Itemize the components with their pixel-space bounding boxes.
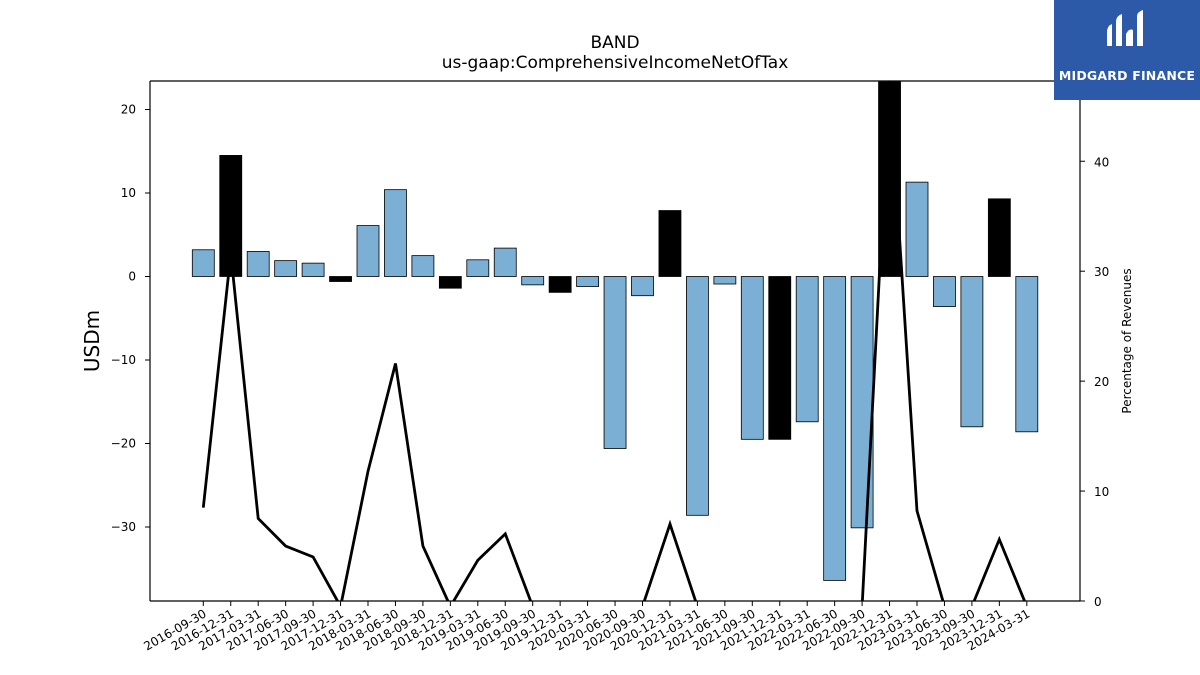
bar-2022-09-30 bbox=[850, 276, 874, 529]
y-tick-label-left: −30 bbox=[111, 520, 136, 534]
bar-2017-06-30 bbox=[274, 260, 298, 277]
bar-2021-12-31 bbox=[768, 276, 792, 440]
chart-subtitle: us-gaap:ComprehensiveIncomeNetOfTax bbox=[442, 53, 789, 73]
bar-2019-09-30 bbox=[521, 276, 545, 286]
y-axis-label-right: Percentage of Revenues bbox=[1120, 268, 1134, 413]
bar-2019-12-31 bbox=[548, 276, 572, 293]
logo-text: MIDGARD FINANCE bbox=[1058, 68, 1196, 83]
bar-2018-03-31 bbox=[356, 225, 380, 277]
bar-2016-12-31 bbox=[219, 155, 243, 277]
bar-2017-12-31 bbox=[329, 276, 352, 282]
y-tick-label-right: 20 bbox=[1094, 375, 1109, 389]
y-tick-label-right: 30 bbox=[1094, 265, 1109, 279]
bar-2023-09-30 bbox=[960, 276, 984, 428]
y-tick-label-left: −10 bbox=[111, 353, 136, 367]
bar-2018-06-30 bbox=[384, 189, 407, 277]
bar-2022-06-30 bbox=[823, 276, 847, 581]
bar-2017-09-30 bbox=[301, 262, 325, 277]
bar-2018-12-31 bbox=[438, 276, 462, 289]
bar-2016-09-30 bbox=[191, 249, 215, 277]
bar-2019-06-30 bbox=[493, 247, 517, 277]
bar-2020-09-30 bbox=[631, 276, 654, 297]
bars-group bbox=[191, 81, 1039, 581]
bar-2020-03-31 bbox=[576, 276, 599, 287]
bar-2017-03-31 bbox=[246, 251, 270, 277]
bar-2023-06-30 bbox=[933, 276, 956, 307]
bar-2020-12-31 bbox=[658, 210, 682, 277]
bar-2018-09-30 bbox=[411, 255, 435, 277]
y-tick-label-left: 0 bbox=[128, 270, 136, 284]
bar-2023-03-31 bbox=[905, 181, 929, 277]
bar-2022-03-31 bbox=[795, 276, 819, 423]
y-tick-label-right: 0 bbox=[1094, 595, 1102, 609]
bar-2019-03-31 bbox=[466, 259, 490, 277]
y-tick-label-right: 10 bbox=[1094, 485, 1109, 499]
y-axis-label-left: USDm bbox=[80, 310, 104, 372]
y-tick-label-left: −20 bbox=[111, 437, 136, 451]
bar-2024-03-31 bbox=[1015, 276, 1039, 433]
y-tick-label-left: 10 bbox=[121, 186, 136, 200]
bar-2021-03-31 bbox=[686, 276, 709, 516]
bar-2021-06-30 bbox=[713, 276, 737, 285]
midgard-logo-icon bbox=[1107, 10, 1143, 46]
chart-title: BAND bbox=[590, 33, 639, 53]
bar-2021-09-30 bbox=[740, 276, 764, 440]
y-tick-label-right: 40 bbox=[1094, 155, 1109, 169]
bar-2020-06-30 bbox=[603, 276, 627, 449]
bar-2023-12-31 bbox=[987, 198, 1011, 277]
y-tick-label-left: 20 bbox=[121, 103, 136, 117]
midgard-finance-logo: MIDGARD FINANCE bbox=[1054, 0, 1200, 100]
